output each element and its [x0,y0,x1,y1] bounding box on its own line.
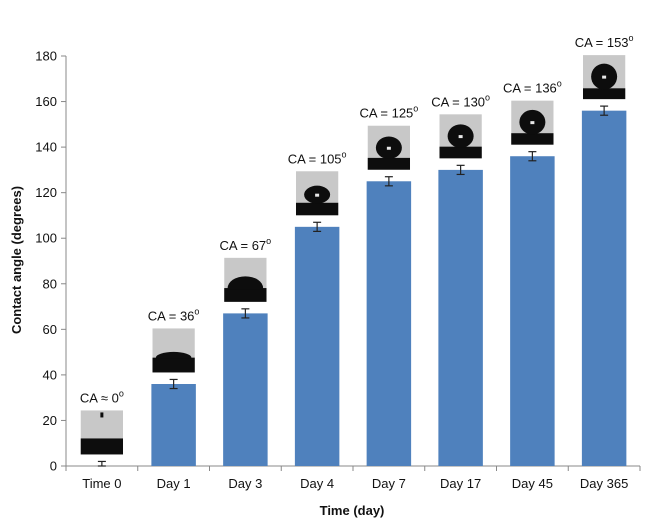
contact-angle-annotation: CA = 130o [431,92,490,109]
droplet-images [80,55,626,455]
annotation-degree: o [266,236,271,246]
error-bar [600,105,609,116]
droplet-highlight [602,75,607,79]
annotation-degree: o [557,79,562,89]
error-bar [241,308,250,319]
droplet-image [439,114,482,159]
x-axis-title: Time (day) [320,503,385,518]
y-tick-label: 180 [35,49,57,64]
bar [438,169,483,466]
droplet-highlight [386,146,391,150]
annotation-degree: o [413,104,418,114]
error-bar [313,221,322,232]
droplet-image [224,257,267,302]
annotation-degree: o [629,33,634,43]
x-tick-label: Day 4 [300,476,334,491]
annotation-text: CA = 153 [575,35,629,50]
annotation-text: CA = 36 [148,308,195,323]
contact-angle-annotation: CA ≈ 0o [80,388,124,405]
y-axis: 0 20 40 60 80 100 120 140 160 180 [35,49,67,474]
droplet-image [367,125,411,170]
error-bar [384,176,393,187]
droplet-image [511,100,554,145]
bar-series [97,105,627,467]
x-tick-label: Day 45 [512,476,553,491]
x-tick-label: Day 7 [372,476,406,491]
annotation-degree: o [485,92,490,102]
y-tick-label: 140 [35,140,57,155]
y-tick-label: 0 [50,459,57,474]
droplet-substrate [511,133,554,145]
droplet [155,351,192,359]
droplet-needle [100,412,104,418]
droplet-image [582,55,626,100]
annotation-degree: o [342,149,347,159]
annotation-text: CA = 105 [288,151,342,166]
contact-angle-annotation: CA = 153o [575,33,634,50]
error-bar [456,164,465,176]
y-tick-label: 100 [35,231,57,246]
y-tick-label: 120 [35,185,57,200]
bar [366,181,412,466]
annotation-text: CA ≈ 0 [80,390,119,405]
droplet [227,276,264,290]
y-axis-title: Contact angle (degrees) [9,186,24,334]
bar [223,313,268,466]
x-tick-label: Day 1 [157,476,191,491]
y-tick-label: 60 [43,322,57,337]
droplet-image [152,328,195,373]
x-tick-label: Day 365 [580,476,628,491]
droplet-substrate [224,288,267,302]
annotation-text: CA = 130 [431,94,485,109]
contact-angle-annotation: CA = 67o [220,236,272,253]
annotation-text: CA = 136 [503,81,557,96]
bar [581,110,627,467]
droplet-substrate [152,357,195,373]
droplet-highlight [458,135,463,139]
droplet-highlight [315,193,320,197]
y-tick-label: 40 [43,367,57,382]
y-tick-label: 20 [43,413,57,428]
bar [294,226,340,466]
annotation-text: CA = 67 [220,238,267,253]
annotation-degree: o [194,306,199,316]
x-tick-label: Day 3 [228,476,262,491]
x-tick-label: Day 17 [440,476,481,491]
droplet-substrate [439,146,482,159]
contact-angle-annotation: CA = 105o [288,149,347,166]
y-tick-label: 80 [43,276,57,291]
contact-angle-annotation: CA = 125o [359,104,418,121]
droplet-highlight [530,121,535,125]
droplet-image [80,410,124,455]
x-tick-label: Time 0 [82,476,121,491]
error-bar [97,460,106,467]
error-bar [528,151,537,162]
droplet-image [295,171,339,216]
annotation-degree: o [119,388,124,398]
contact-angle-annotation: CA = 36o [148,306,200,323]
contact-angle-annotation: CA = 136o [503,79,562,96]
droplet-substrate [295,202,339,216]
bar [151,384,196,466]
y-tick-label: 160 [35,94,57,109]
droplet-substrate [582,88,626,100]
bar [510,156,555,466]
droplet-substrate [367,157,411,170]
error-bar [169,378,178,390]
annotation-text: CA = 125 [359,106,413,121]
x-axis: Time 0 Day 1 Day 3 Day 4 Day 7 Day 17 Day 45 Da… [65,465,641,491]
droplet-substrate [80,438,124,455]
